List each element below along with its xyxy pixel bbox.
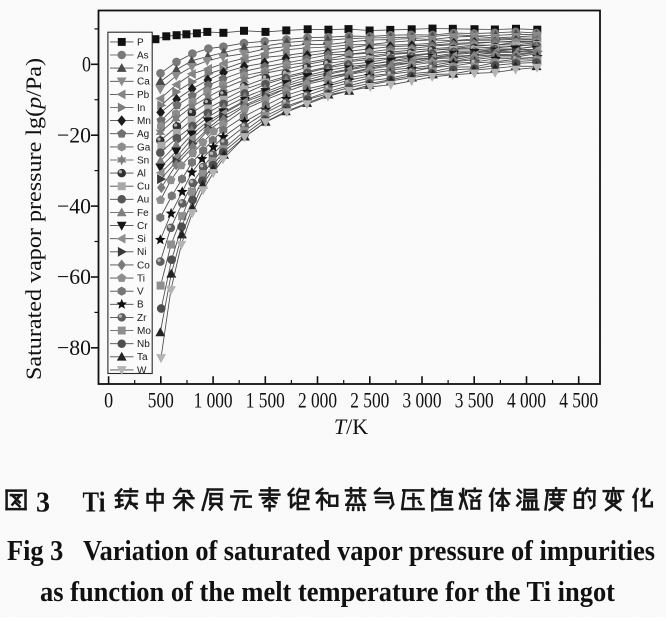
svg-text:Ti: Ti [137,274,145,285]
svg-text:−80: −80 [57,335,91,360]
svg-text:0: 0 [104,387,113,412]
svg-text:3 500: 3 500 [455,387,494,412]
svg-text:Pb: Pb [137,90,150,101]
svg-text:Au: Au [137,195,149,206]
svg-text:Fe: Fe [137,208,149,219]
svg-text:−20: −20 [57,122,91,147]
svg-text:P: P [137,37,144,48]
svg-text:−60: −60 [57,264,91,289]
svg-text:1 500: 1 500 [246,387,285,412]
svg-text:Ni: Ni [137,247,146,258]
svg-text:Nb: Nb [137,339,150,350]
svg-text:Ag: Ag [137,129,149,140]
svg-text:Cu: Cu [137,182,150,193]
svg-text:as function of the melt temper: as function of the melt temperature for … [40,576,615,608]
svg-text:Ga: Ga [137,142,151,153]
svg-text:0: 0 [82,52,91,77]
svg-text:W: W [137,365,147,376]
svg-text:V: V [137,287,144,298]
svg-text:Mo: Mo [137,326,151,337]
svg-text:Ca: Ca [137,77,150,88]
svg-text:As: As [137,50,149,61]
svg-text:−40: −40 [57,193,91,218]
svg-text:Sn: Sn [137,155,149,166]
svg-text:Co: Co [137,260,150,271]
svg-text:3 000: 3 000 [403,387,442,412]
svg-text:Zr: Zr [137,313,147,324]
svg-text:Al: Al [137,169,146,180]
svg-text:4 000: 4 000 [507,387,546,412]
svg-text:4 500: 4 500 [559,387,598,412]
svg-text:Si: Si [137,234,146,245]
svg-text:2 500: 2 500 [350,387,389,412]
svg-text:Mn: Mn [137,116,151,127]
svg-text:Zn: Zn [137,64,149,75]
svg-text:1 000: 1 000 [194,387,233,412]
svg-text:Fig 3 Variation of saturated: Fig 3 Variation of saturated vapor press… [7,535,655,567]
svg-text:In: In [137,103,145,114]
svg-text:Saturated vapor pressure lg(p/: Saturated vapor pressure lg(p/Pa) [21,58,46,380]
svg-text:2 000: 2 000 [298,387,337,412]
svg-text:Ti: Ti [83,487,106,518]
svg-text:500: 500 [148,387,174,412]
svg-text:3: 3 [36,487,50,518]
svg-text:T/K: T/K [334,414,368,439]
svg-text:Cr: Cr [137,221,148,232]
svg-text:Ta: Ta [137,352,148,363]
svg-text:B: B [137,300,144,311]
